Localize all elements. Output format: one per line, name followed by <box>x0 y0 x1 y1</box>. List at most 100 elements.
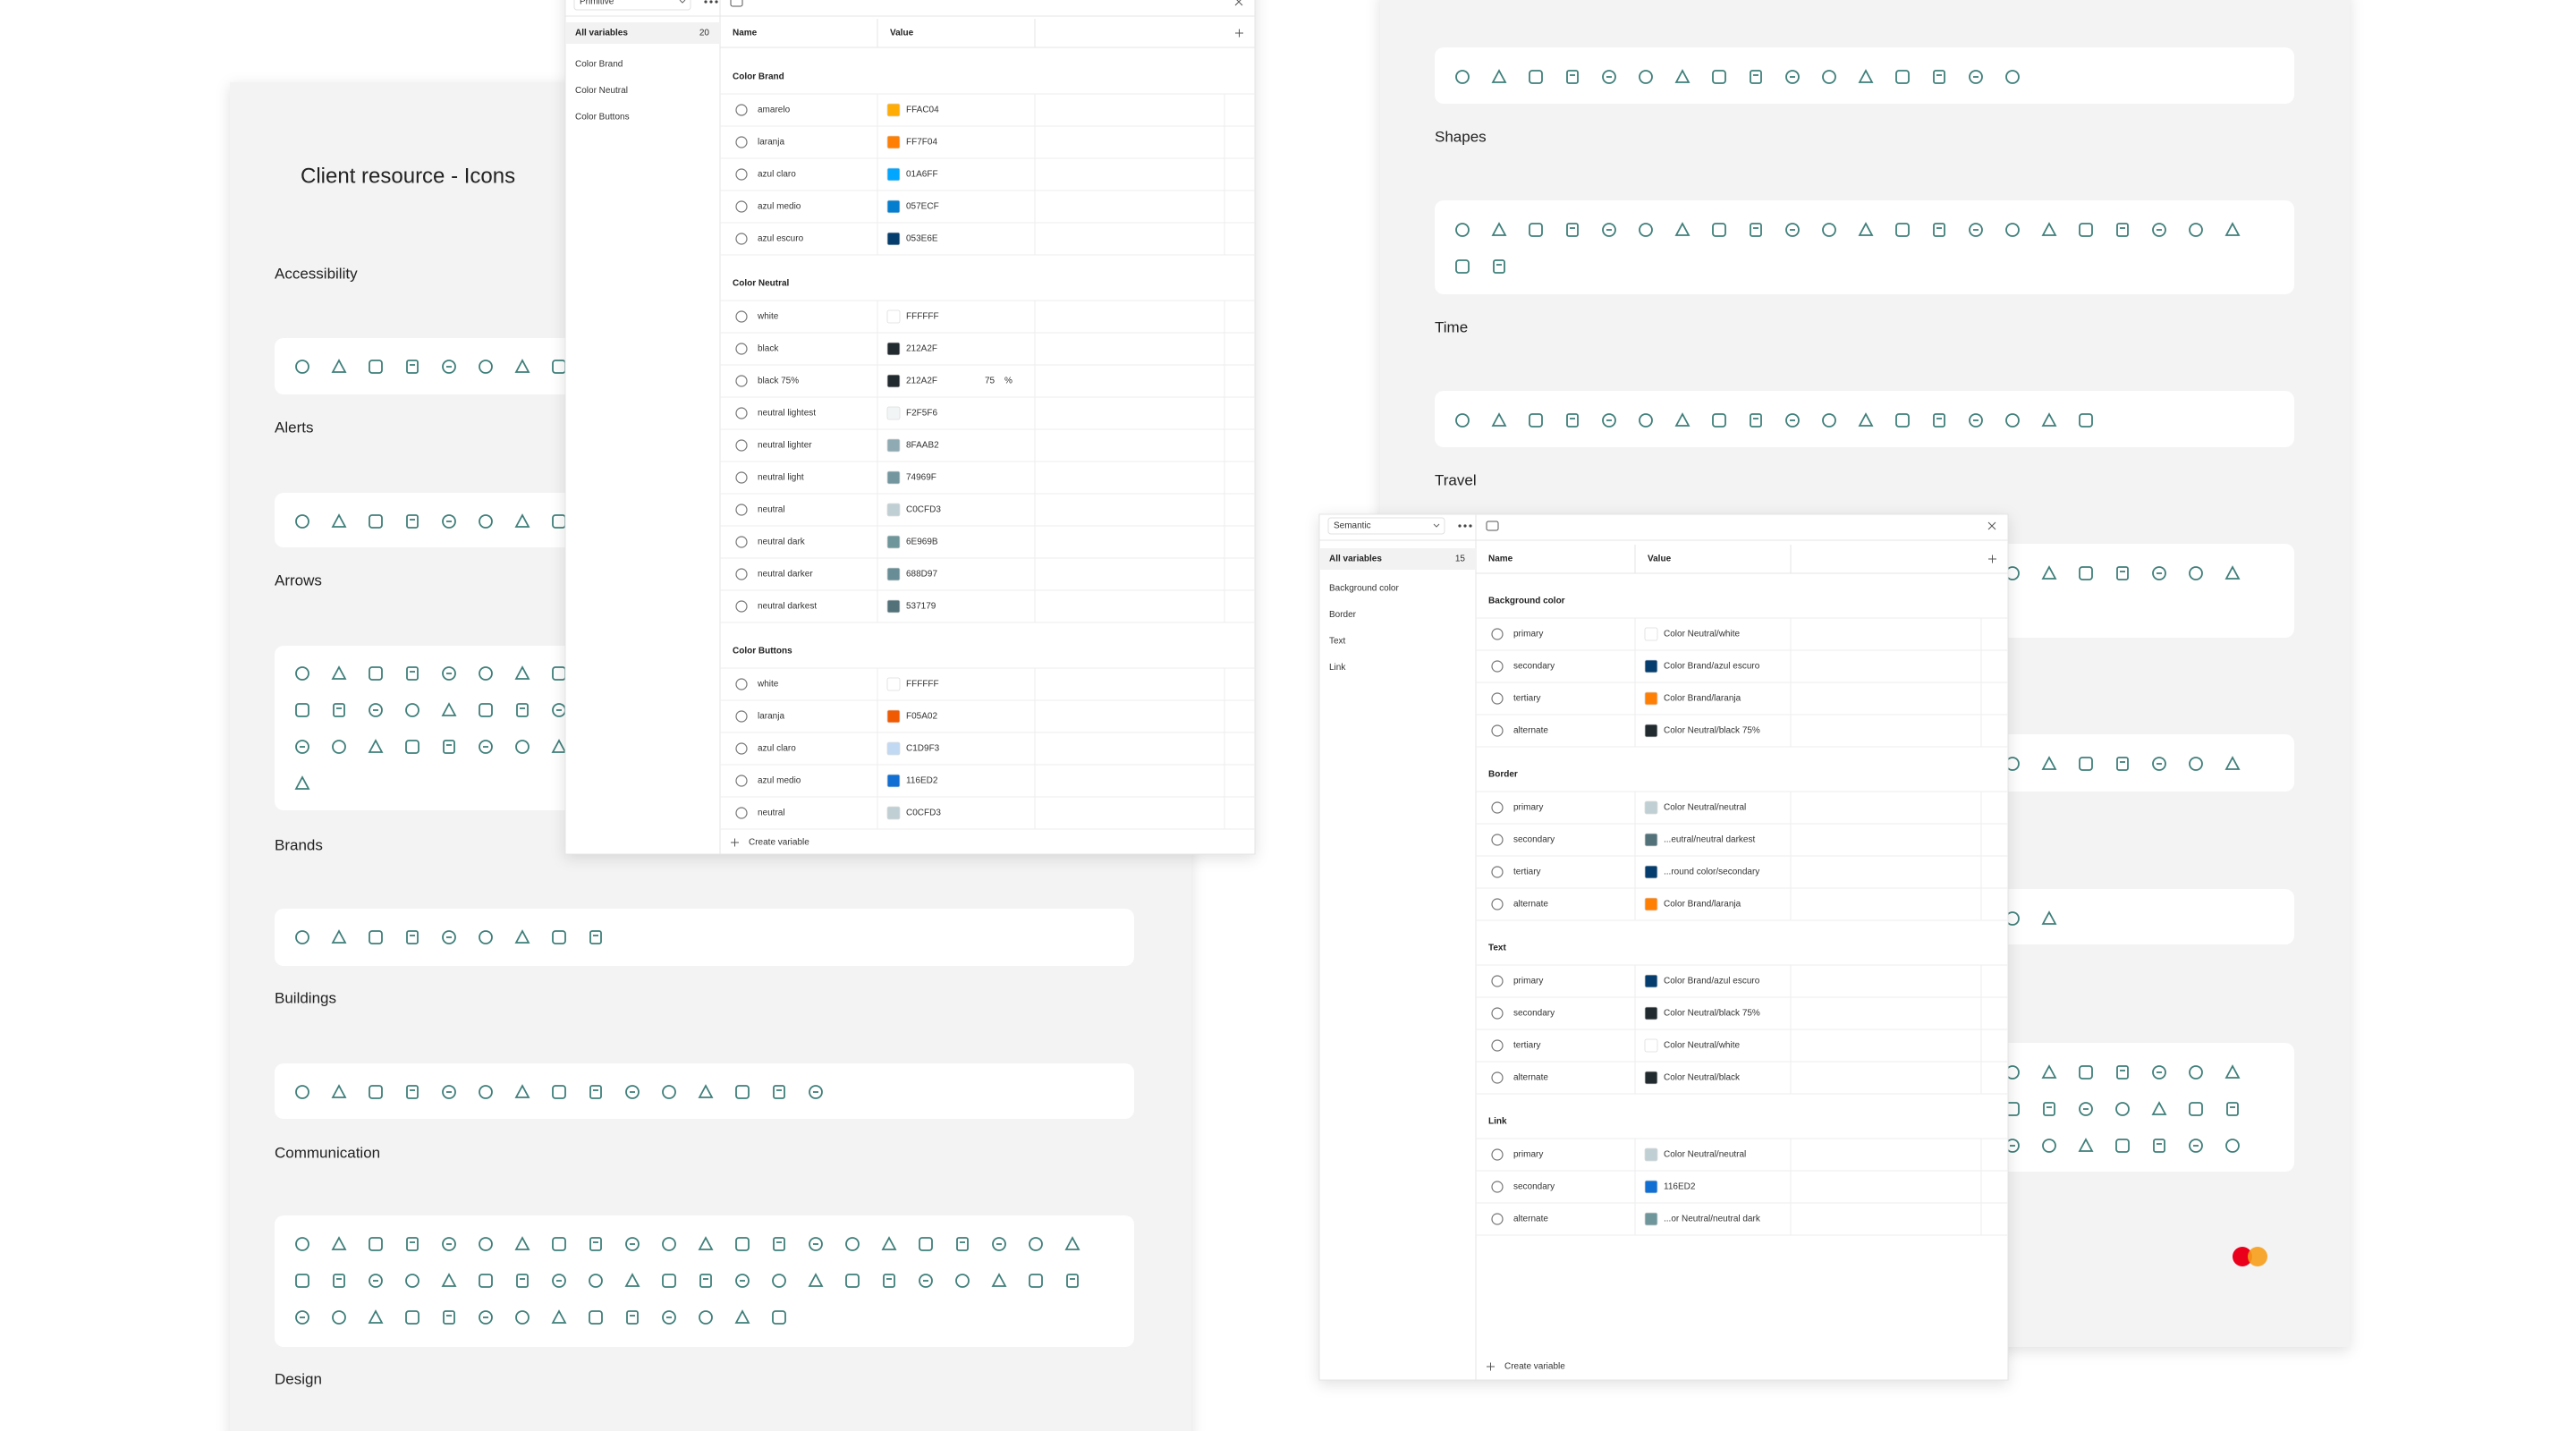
sidebar-item[interactable]: Color Neutral <box>575 86 628 96</box>
variable-name: azul medio <box>758 202 801 212</box>
icon <box>1529 413 1543 428</box>
icon-shape <box>2116 223 2129 237</box>
icon <box>479 1237 493 1251</box>
variable-value: 212A2F <box>906 344 937 354</box>
add-icon[interactable] <box>1988 555 1996 563</box>
icon-shape <box>406 360 419 374</box>
sidebar-item[interactable]: Color Brand <box>575 60 623 70</box>
icon-shape <box>406 930 419 944</box>
icon-shape <box>1822 70 1836 84</box>
icon <box>1602 223 1616 237</box>
icon <box>2041 565 2057 580</box>
variable-icon <box>1491 628 1504 640</box>
icon <box>626 1310 639 1325</box>
icon <box>625 1237 640 1251</box>
icon <box>514 665 530 680</box>
icon <box>699 1274 712 1288</box>
icon-shape <box>1969 413 1983 428</box>
icon-shape <box>514 929 530 944</box>
icon <box>919 1274 933 1288</box>
icon-shape <box>2043 1102 2055 1116</box>
icon <box>1785 223 1800 237</box>
icon-shape <box>515 740 530 754</box>
icon-shape <box>2116 566 2129 580</box>
icon <box>1602 70 1616 84</box>
icon <box>2041 412 2057 427</box>
color-swatch <box>1644 1212 1658 1226</box>
icon <box>1064 1236 1080 1250</box>
icon <box>1712 70 1726 84</box>
color-swatch <box>886 709 901 724</box>
icon <box>1933 223 1945 237</box>
close-icon[interactable] <box>1987 521 1996 530</box>
icon-shape <box>295 1310 309 1325</box>
icon <box>1785 70 1800 84</box>
variable-name: neutral lightest <box>758 409 816 419</box>
dropdown-caret <box>679 0 686 4</box>
icon-shape <box>442 360 456 374</box>
variable-value: 212A2F <box>906 377 937 386</box>
icon-shape <box>442 666 456 681</box>
icon <box>479 703 493 717</box>
icon-shape <box>2005 223 2020 237</box>
icon <box>1066 1274 1079 1288</box>
variable-icon <box>1491 898 1504 910</box>
add-icon[interactable] <box>1235 29 1243 38</box>
icon <box>442 930 456 944</box>
icon-shape <box>331 1084 347 1098</box>
icon-shape <box>551 1309 567 1324</box>
icon <box>662 1237 676 1251</box>
mode-dropdown[interactable] <box>1327 517 1445 535</box>
variable-icon <box>1491 801 1504 814</box>
icon-shape <box>479 703 493 717</box>
icon-shape <box>405 703 419 717</box>
create-variable[interactable]: Create variable <box>1504 1362 1565 1372</box>
icon <box>405 703 419 717</box>
icon <box>514 1236 530 1250</box>
icon <box>1895 413 1910 428</box>
icon <box>331 1236 347 1250</box>
icon <box>698 1236 714 1250</box>
create-variable[interactable]: Create variable <box>749 838 809 848</box>
variable-icon <box>735 568 748 580</box>
mastercard-logo <box>2248 1247 2267 1266</box>
icon <box>2116 1065 2129 1080</box>
section-label: Arrows <box>275 572 322 588</box>
color-swatch <box>1644 1071 1658 1085</box>
color-swatch <box>1644 833 1658 847</box>
icon-shape <box>2189 566 2203 580</box>
icon <box>991 1273 1007 1287</box>
icon <box>331 665 347 680</box>
group-title: Color Brand <box>733 72 784 82</box>
icon-shape <box>552 1085 566 1099</box>
icon <box>479 1310 493 1325</box>
icon-shape <box>332 1310 346 1325</box>
sidebar-item[interactable]: Link <box>1329 663 1346 673</box>
sidebar-item[interactable]: Background color <box>1329 584 1399 594</box>
icon-shape <box>1858 69 1874 83</box>
icon <box>2115 1102 2130 1116</box>
sidebar-item[interactable]: Text <box>1329 637 1346 647</box>
variable-value: 116ED2 <box>1664 1182 1696 1192</box>
sidebar-item[interactable]: Color Buttons <box>575 113 630 123</box>
icon-shape <box>331 1236 347 1250</box>
mode-dropdown[interactable] <box>573 0 691 11</box>
icon <box>1969 413 1983 428</box>
icon <box>1455 223 1470 237</box>
icon-shape <box>369 1237 383 1251</box>
icon <box>2152 1065 2166 1080</box>
icon-shape <box>735 1274 750 1288</box>
variable-name: neutral lighter <box>758 441 812 451</box>
variable-icon <box>735 807 748 819</box>
close-icon[interactable] <box>1234 0 1243 6</box>
icon <box>295 514 309 529</box>
icon-shape <box>441 702 457 716</box>
icon <box>515 740 530 754</box>
icon <box>1491 222 1507 236</box>
icon <box>1969 70 1983 84</box>
sidebar-item[interactable]: Border <box>1329 610 1357 620</box>
column-header: Name <box>733 29 758 38</box>
icon-shape <box>441 1273 457 1287</box>
icon-shape <box>333 1274 345 1288</box>
